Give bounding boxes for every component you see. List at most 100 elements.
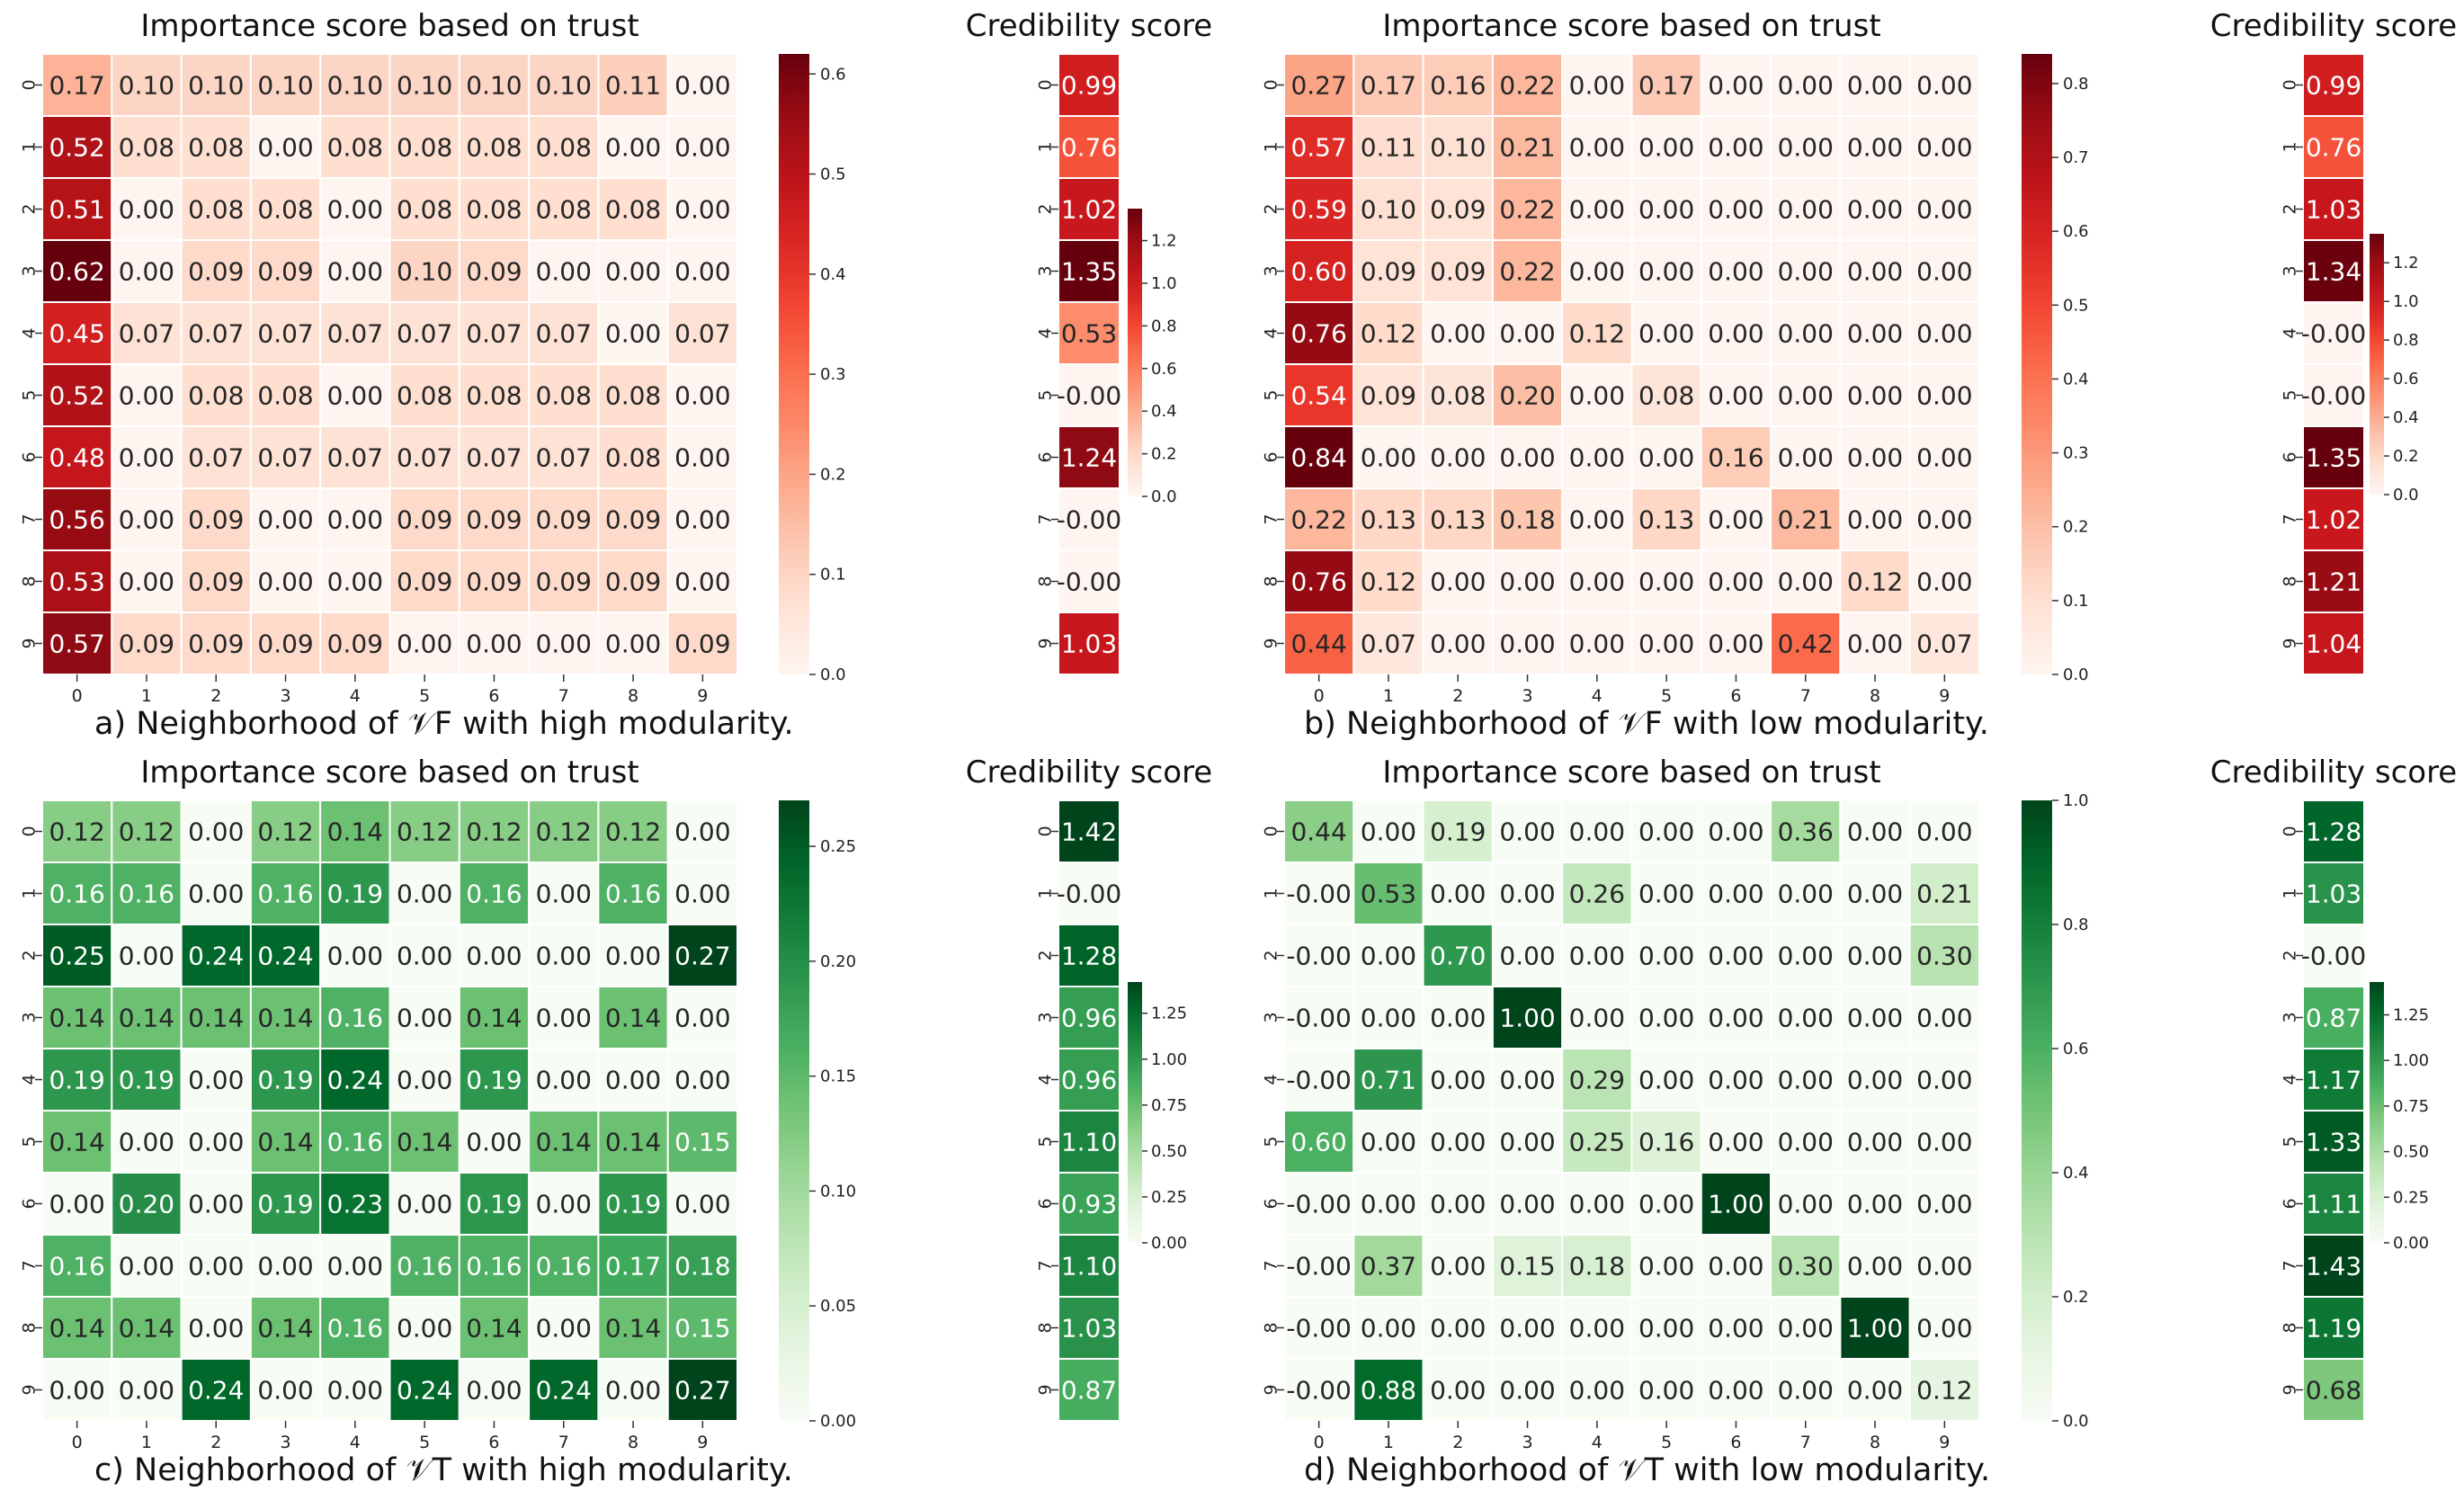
- heatmap-cell: [666, 1296, 739, 1360]
- cell-label: 0.12: [1569, 319, 1625, 349]
- colorbar-tick-label: 0.0: [1151, 487, 1177, 506]
- cell-label: 0.07: [119, 319, 174, 349]
- cell-label: 0.00: [1708, 1376, 1763, 1406]
- credibility-cell: [2302, 239, 2365, 303]
- cell-label: 0.00: [1638, 1252, 1694, 1281]
- colorbar-tick-label: 1.2: [1151, 232, 1177, 251]
- heatmap-cell: [528, 301, 600, 365]
- cell-label: 0.08: [1638, 381, 1694, 411]
- x-tick-label: 9: [697, 1433, 708, 1452]
- cell-label: 0.00: [674, 443, 730, 473]
- cell-label: 0.16: [397, 1252, 452, 1281]
- credibility-label: 0.99: [1061, 71, 1117, 101]
- y-tick-label: 4: [1036, 327, 1056, 338]
- heatmap-cell: [1491, 487, 1564, 551]
- cell-label: 0.18: [674, 1252, 730, 1281]
- cell-label: 0.16: [1708, 443, 1763, 473]
- heatmap-cell: [666, 612, 739, 675]
- cell-label: 0.00: [1847, 1066, 1903, 1095]
- heatmap-title: Importance score based on trust: [140, 8, 638, 44]
- cell-label: 0.56: [49, 505, 104, 535]
- heatmap-cell: [597, 115, 669, 179]
- cell-label: 0.14: [119, 1314, 174, 1344]
- cell-label: 0.00: [188, 880, 244, 909]
- cell-label: 0.08: [536, 133, 592, 163]
- cell-label: 0.00: [1778, 381, 1834, 411]
- y-tick-label: 9: [2281, 638, 2300, 648]
- cell-label: -0.00: [1286, 942, 1351, 971]
- cell-label: 0.09: [397, 567, 452, 597]
- cell-label: 0.00: [1361, 942, 1416, 971]
- cell-label: 0.20: [119, 1190, 174, 1219]
- cell-label: 0.00: [397, 880, 452, 909]
- cell-label: 0.00: [1638, 443, 1694, 473]
- heatmap-cell: [666, 862, 739, 925]
- cell-label: 0.08: [605, 195, 661, 225]
- heatmap-cell: [319, 363, 391, 427]
- heatmap-cell: [528, 1296, 600, 1360]
- heatmap-cell: [1908, 239, 1980, 303]
- heatmap-cell: [597, 177, 669, 241]
- x-tick-label: 2: [210, 686, 221, 706]
- y-tick-label: 0: [2281, 826, 2300, 836]
- y-tick-label: 5: [2281, 389, 2300, 400]
- x-tick-label: 1: [141, 1433, 152, 1452]
- heatmap-cell: [666, 301, 739, 365]
- x-tick-label: 0: [72, 1433, 83, 1452]
- cell-label: 0.00: [1778, 1128, 1834, 1157]
- cell-label: 0.00: [1708, 817, 1763, 847]
- cell-label: 0.00: [1778, 443, 1834, 473]
- heatmap-cell: [666, 177, 739, 241]
- heatmap-cell: [1839, 1048, 1911, 1112]
- heatmap-cell: [1353, 301, 1424, 365]
- y-tick-label: 1: [1262, 888, 1281, 898]
- heatmap-cell: [1353, 612, 1424, 675]
- y-tick-label: 1: [1036, 888, 1056, 898]
- credibility-label: 1.03: [2306, 195, 2361, 225]
- heatmap-cell: [458, 239, 531, 303]
- colorbar-tick-label: 0.8: [2393, 331, 2419, 350]
- cell-label: 0.00: [1708, 257, 1763, 287]
- cell-label: 0.19: [327, 880, 383, 909]
- heatmap-cell: [666, 799, 739, 863]
- cell-label: 0.16: [466, 880, 522, 909]
- heatmap-cell: [528, 862, 600, 925]
- cell-label: 0.76: [1290, 319, 1346, 349]
- colorbar-tick-label: 0.6: [1151, 360, 1177, 379]
- x-tick-label: 0: [1314, 686, 1325, 706]
- cell-label: 0.00: [1708, 133, 1763, 163]
- x-tick-label: 2: [210, 1433, 221, 1452]
- cell-label: 0.13: [1361, 505, 1416, 535]
- heatmap-cell: [597, 549, 669, 613]
- cell-label: 0.17: [605, 1252, 661, 1281]
- cell-label: 0.26: [1569, 880, 1625, 909]
- y-tick-label: 8: [1036, 1322, 1056, 1333]
- cell-label: 0.14: [397, 1128, 452, 1157]
- credibility-label: 1.33: [2306, 1128, 2361, 1157]
- cell-label: 0.12: [119, 817, 174, 847]
- colorbar-tick-label: 0.3: [820, 365, 846, 384]
- colorbar-tick-label: 0.8: [1151, 317, 1177, 335]
- cell-label: 0.09: [536, 567, 592, 597]
- heatmap-cell: [249, 862, 322, 925]
- cell-label: 0.00: [1499, 1066, 1555, 1095]
- heatmap-cell: [111, 1358, 183, 1422]
- credibility-label: 0.99: [2306, 71, 2361, 101]
- heatmap-cell: [528, 1110, 600, 1174]
- heatmap-cell: [1770, 1172, 1842, 1236]
- heatmap-cell: [1422, 177, 1494, 241]
- heatmap-cell: [666, 1048, 739, 1112]
- cell-label: 0.08: [188, 381, 244, 411]
- cell-label: 0.00: [674, 71, 730, 101]
- heatmap-cell: [1908, 1358, 1980, 1422]
- heatmap-cell: [1908, 1172, 1980, 1236]
- heatmap-cell: [528, 612, 600, 675]
- cell-label: 0.00: [1778, 1190, 1834, 1219]
- cell-label: 0.14: [536, 1128, 592, 1157]
- colorbar-tick-label: 0.75: [2393, 1097, 2429, 1116]
- cell-label: 0.14: [257, 1128, 313, 1157]
- cell-label: 0.00: [1569, 71, 1625, 101]
- y-tick-label: 4: [2281, 327, 2300, 338]
- heatmap-cell: [1491, 986, 1564, 1049]
- x-tick-label: 0: [1314, 1433, 1325, 1452]
